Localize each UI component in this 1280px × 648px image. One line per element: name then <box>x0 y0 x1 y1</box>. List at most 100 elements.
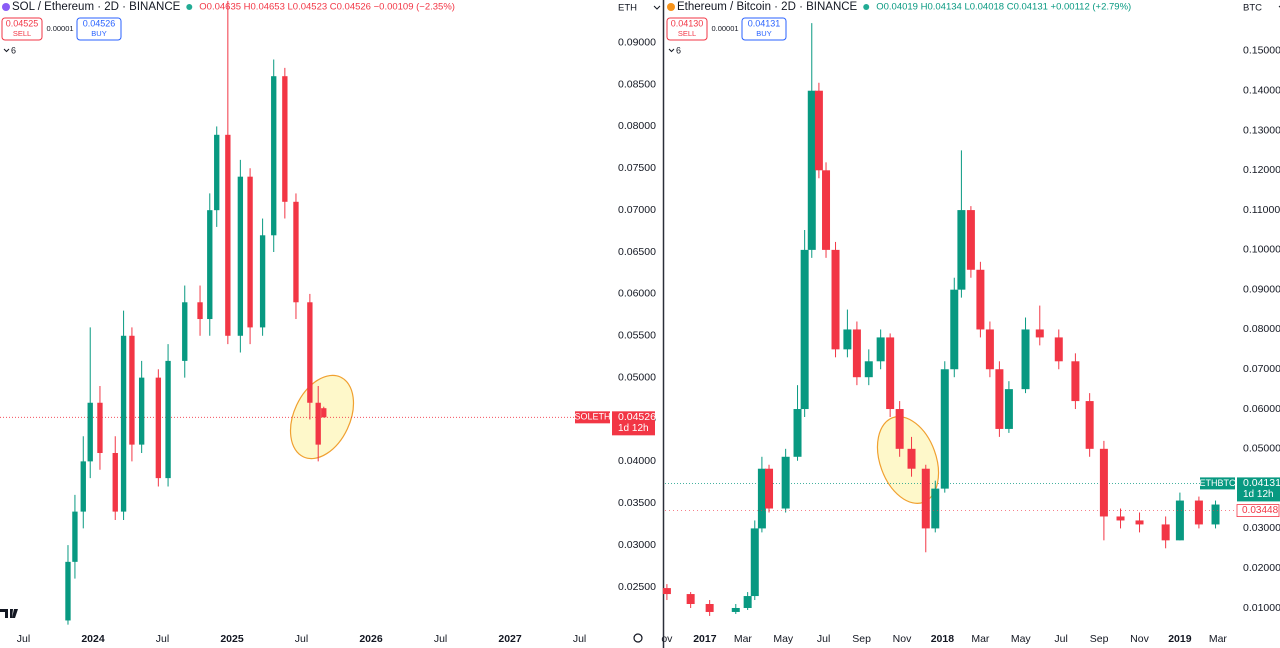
candle-body <box>112 452 118 512</box>
buy-price[interactable]: 0.04131 <box>748 18 781 28</box>
price-axis: 0.025000.030000.035000.040000.045000.050… <box>618 36 656 592</box>
candle-body <box>864 361 873 378</box>
market-status-dot <box>863 4 870 10</box>
sell-button[interactable] <box>1 17 43 41</box>
x-tick-label: Jul <box>156 633 169 645</box>
last-price-label: 0.04131 <box>1243 477 1280 489</box>
x-tick-label: 2025 <box>220 633 244 645</box>
y-tick-label: 0.06000 <box>618 288 656 300</box>
candle-body <box>662 588 671 595</box>
currency-dropdown[interactable] <box>653 5 661 10</box>
ohlc-values: O0.04019 H0.04134 L0.04018 C0.04131 +0.0… <box>876 2 1131 13</box>
currency-label[interactable]: ETH <box>618 3 637 14</box>
settings-icon[interactable] <box>633 633 643 643</box>
candle-body <box>886 337 895 410</box>
candle-body <box>807 90 816 250</box>
candle-body <box>907 448 916 469</box>
x-tick-label: Mar <box>971 633 990 645</box>
spread: 0.00001 <box>46 24 73 33</box>
settings-circle[interactable] <box>633 633 643 643</box>
last-price-label: 0.04526 <box>618 411 656 423</box>
y-tick-label: 0.03000 <box>618 539 656 551</box>
candle-body <box>293 201 299 303</box>
y-tick-label: 0.06500 <box>618 246 656 258</box>
candle-body <box>65 561 71 621</box>
candle-body <box>921 468 930 529</box>
candle-body <box>1135 520 1144 525</box>
x-tick-label: Nov <box>893 633 912 645</box>
candle-body <box>197 302 203 320</box>
y-tick-label: 0.05500 <box>618 330 656 342</box>
sell-label[interactable]: SELL <box>13 29 31 38</box>
candle-body <box>1175 500 1184 541</box>
candle-body <box>207 210 213 320</box>
candle-body <box>282 76 288 202</box>
candle-body <box>940 369 949 489</box>
sell-label[interactable]: SELL <box>678 29 696 38</box>
candle-body <box>822 170 831 250</box>
candle-body <box>966 210 975 270</box>
candle-body <box>1161 524 1170 541</box>
candle-body <box>950 289 959 370</box>
y-tick-label: 0.05000 <box>618 371 656 383</box>
candle-body <box>781 456 790 509</box>
y-tick-label: 0.05000 <box>1243 443 1280 455</box>
buy-label[interactable]: BUY <box>756 29 771 38</box>
y-tick-label: 0.11000 <box>1243 204 1280 216</box>
x-tick-label: 2018 <box>931 633 955 645</box>
candle-body <box>1211 504 1220 525</box>
candle-body <box>995 369 1004 429</box>
candle-body <box>976 269 985 330</box>
indicators-count[interactable]: 6 <box>11 45 16 55</box>
candle-body <box>182 302 188 361</box>
candle-body <box>800 249 809 410</box>
candle-body <box>765 468 774 509</box>
symbol-icon <box>2 3 10 11</box>
candle-body <box>1004 389 1013 429</box>
y-tick-label: 0.08500 <box>618 78 656 90</box>
y-tick-label: 0.13000 <box>1243 124 1280 136</box>
candle-body <box>138 377 145 445</box>
candle-body <box>931 488 940 529</box>
candle-body <box>1071 361 1080 402</box>
y-tick-label: 0.02500 <box>618 581 656 593</box>
buy-price[interactable]: 0.04526 <box>83 18 116 28</box>
buy-label[interactable]: BUY <box>91 29 106 38</box>
y-tick-label: 0.07000 <box>618 204 656 216</box>
buy-button[interactable] <box>76 17 122 41</box>
candle-body <box>686 594 695 605</box>
candle-body <box>271 76 277 236</box>
ohlc-values: O0.04635 H0.04653 L0.04523 C0.04526 −0.0… <box>199 2 455 13</box>
x-tick-label: Jul <box>573 633 586 645</box>
x-tick-label: May <box>1011 633 1032 645</box>
price-axis: 0.010000.020000.030000.040000.050000.060… <box>1243 45 1280 614</box>
x-tick-label: 2026 <box>359 633 383 645</box>
market-status-dot <box>186 4 193 10</box>
candle-body <box>843 329 852 350</box>
y-tick-label: 0.06000 <box>1243 403 1280 415</box>
x-tick-label: 2019 <box>1168 633 1192 645</box>
sell-price[interactable]: 0.04525 <box>6 18 39 28</box>
candle-body <box>1021 329 1030 390</box>
indicators-toggle[interactable] <box>3 48 10 53</box>
sell-price[interactable]: 0.04130 <box>671 18 704 28</box>
y-tick-label: 0.09000 <box>1243 283 1280 295</box>
sell-button[interactable] <box>666 17 708 41</box>
candle-body <box>155 377 162 479</box>
candle-body <box>743 596 752 608</box>
currency-label[interactable]: BTC <box>1243 3 1262 14</box>
marker-price-box <box>1236 504 1280 517</box>
y-tick-label: 0.04000 <box>618 455 656 467</box>
candle-body <box>793 409 802 457</box>
candle-body <box>129 335 135 445</box>
candle-body <box>315 402 321 445</box>
buy-button[interactable] <box>741 17 787 41</box>
symbol-label: ETHBTC <box>1200 478 1237 488</box>
indicators-toggle[interactable] <box>668 48 675 53</box>
indicators-count[interactable]: 6 <box>676 45 681 55</box>
logo-shape <box>0 609 18 618</box>
candle-body <box>321 408 327 418</box>
countdown-label: 1d 12h <box>618 423 649 434</box>
x-tick-label: Jul <box>434 633 447 645</box>
candle-body <box>1099 448 1108 517</box>
